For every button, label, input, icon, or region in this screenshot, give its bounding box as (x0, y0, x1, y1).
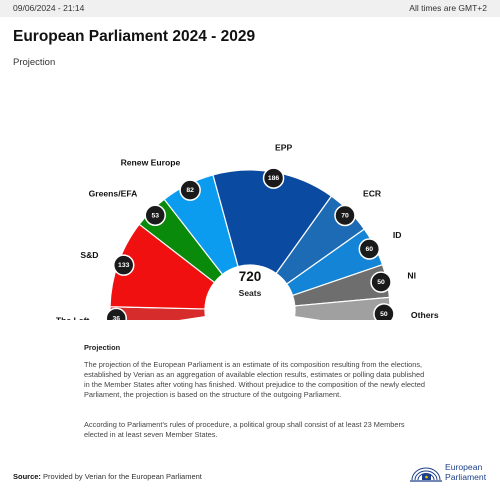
seat-badge-greens-efa: 53 (144, 204, 166, 227)
svg-text:186: 186 (268, 175, 280, 182)
label-ecr: ECR (363, 189, 382, 199)
seat-badge-ecr: 70 (334, 204, 356, 227)
total-seats-label: Seats (239, 288, 262, 298)
top-bar: 09/06/2024 - 21:14 All times are GMT+2 (0, 0, 500, 17)
seat-badge-the-left: 36 (105, 307, 128, 320)
source-label: Source: (13, 472, 41, 481)
notes-heading: Projection (84, 343, 121, 352)
source-text: Provided by Verian for the European Parl… (43, 472, 202, 481)
seat-chart: The Left S&D Greens/EFA Renew Europe EPP ECR I… (56, 143, 439, 320)
seat-badge-ni: 50 (370, 271, 392, 293)
timestamp: 09/06/2024 - 21:14 (13, 3, 85, 13)
seat-badge-others: 50 (373, 303, 395, 320)
seat-badge-id: 60 (358, 238, 381, 260)
svg-text:133: 133 (118, 262, 130, 269)
label-greens-efa: Greens/EFA (89, 188, 138, 198)
label-renew-europe: Renew Europe (121, 157, 181, 167)
label-epp: EPP (275, 143, 292, 153)
notes-paragraph-1: The projection of the European Parliamen… (84, 360, 425, 399)
label-ni: NI (407, 271, 416, 281)
page-subtitle: Projection (13, 57, 56, 68)
label-the-left: The Left (56, 315, 90, 320)
total-seats: 720 (239, 269, 262, 284)
timezone-note: All times are GMT+2 (409, 3, 487, 13)
notes-paragraph-2: According to Parliament's rules of proce… (84, 420, 405, 439)
ep-logo: European Parliament (409, 460, 494, 484)
svg-text:36: 36 (112, 315, 120, 320)
logo-text-line1: European (445, 462, 483, 472)
label-others: Others (411, 310, 439, 320)
seat-badge-sd: 133 (112, 254, 135, 276)
label-id: ID (393, 230, 402, 240)
svg-text:70: 70 (341, 212, 349, 219)
label-sd: S&D (80, 250, 98, 260)
seat-badge-epp: 186 (262, 167, 285, 189)
svg-text:50: 50 (380, 311, 388, 318)
segment-epp (212, 169, 333, 275)
parliament-logo-icon (410, 467, 442, 482)
page-title: European Parliament 2024 - 2029 (13, 28, 256, 45)
svg-text:82: 82 (186, 187, 194, 194)
seat-badge-renew-europe: 82 (179, 179, 201, 201)
svg-text:53: 53 (151, 212, 159, 219)
logo-text-line2: Parliament (445, 472, 487, 482)
svg-text:60: 60 (366, 246, 374, 253)
source-line: Source: Provided by Verian for the Europ… (13, 472, 202, 481)
svg-text:50: 50 (377, 279, 385, 286)
